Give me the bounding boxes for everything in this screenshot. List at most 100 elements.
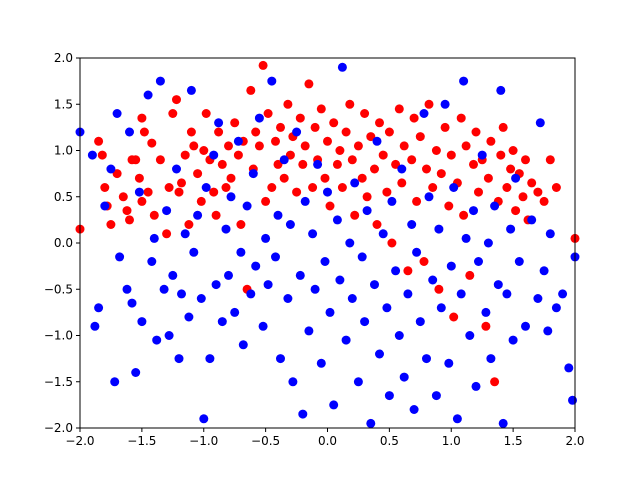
blue-point	[382, 303, 392, 313]
red-point	[506, 164, 516, 174]
blue-point	[535, 118, 545, 128]
red-point	[308, 183, 318, 192]
red-point	[224, 141, 233, 151]
blue-point	[471, 381, 481, 391]
blue-point	[551, 303, 561, 313]
blue-point	[242, 201, 252, 211]
red-point	[551, 183, 561, 192]
red-point	[378, 150, 388, 160]
red-point	[461, 141, 471, 151]
x-axis-ticks: −2.0 −1.5 −1.0 −0.5 0.0 0.5 1.0 1.5 2.0	[65, 428, 585, 448]
red-point	[131, 155, 141, 165]
points-layer	[75, 60, 580, 428]
blue-point	[205, 354, 215, 364]
blue-point	[304, 326, 314, 336]
blue-point	[172, 164, 181, 174]
blue-point	[362, 206, 372, 216]
blue-point	[360, 317, 370, 327]
red-point	[394, 104, 404, 114]
red-point	[335, 146, 345, 155]
red-point	[469, 159, 478, 169]
blue-point	[137, 317, 147, 327]
red-point	[298, 159, 308, 169]
red-point	[533, 187, 543, 197]
blue-point	[508, 335, 518, 345]
blue-point	[533, 294, 543, 303]
red-point	[539, 196, 549, 206]
blue-point	[545, 229, 555, 239]
red-point	[100, 183, 110, 192]
red-point	[211, 210, 221, 220]
red-point	[434, 284, 444, 294]
blue-point	[196, 294, 206, 303]
blue-point	[375, 349, 384, 359]
blue-point	[434, 224, 444, 234]
red-point	[251, 127, 261, 137]
x-tick-label: 0.5	[380, 434, 399, 448]
red-point	[474, 187, 483, 197]
blue-point	[248, 169, 258, 179]
red-point	[397, 178, 407, 188]
blue-point	[366, 418, 376, 428]
blue-point	[440, 99, 450, 109]
y-tick-label: 1.0	[54, 144, 73, 158]
red-point	[295, 113, 305, 123]
blue-point	[335, 275, 345, 285]
blue-point	[564, 363, 574, 373]
red-point	[375, 118, 384, 128]
blue-point	[283, 294, 293, 303]
red-point	[347, 155, 357, 165]
blue-point	[233, 136, 243, 146]
blue-point	[452, 414, 462, 424]
blue-point	[412, 247, 422, 257]
blue-point	[449, 183, 459, 192]
blue-point	[273, 210, 283, 220]
blue-point	[162, 206, 172, 216]
red-point	[498, 122, 508, 132]
blue-point	[288, 377, 298, 387]
red-point	[362, 192, 372, 202]
x-tick-label: 2.0	[565, 434, 584, 448]
blue-point	[424, 192, 434, 202]
blue-point	[110, 377, 120, 387]
red-point	[263, 109, 273, 118]
red-point	[143, 187, 153, 197]
red-point	[409, 113, 419, 123]
red-point	[118, 192, 128, 202]
blue-point	[276, 354, 285, 364]
blue-point	[226, 192, 236, 202]
red-point	[164, 183, 174, 192]
red-point	[285, 150, 295, 160]
red-point	[149, 210, 159, 220]
red-point	[353, 141, 363, 151]
red-point	[387, 238, 397, 248]
red-point	[209, 187, 219, 197]
red-point	[261, 196, 271, 206]
red-point	[292, 187, 302, 197]
red-point	[254, 141, 264, 151]
red-point	[403, 266, 413, 276]
x-tick-label: −2.0	[65, 434, 94, 448]
blue-point	[329, 400, 339, 410]
blue-point	[115, 252, 125, 262]
blue-point	[106, 164, 116, 174]
red-point	[521, 155, 530, 165]
red-point	[545, 155, 555, 165]
red-point	[162, 229, 172, 239]
blue-point	[199, 414, 209, 424]
red-point	[490, 377, 500, 387]
blue-point	[341, 335, 351, 345]
red-point	[155, 155, 165, 165]
blue-point	[251, 261, 261, 271]
blue-point	[496, 85, 506, 95]
blue-point	[391, 266, 401, 276]
red-point	[134, 173, 144, 183]
blue-point	[394, 331, 404, 340]
red-point	[300, 141, 310, 151]
blue-point	[236, 247, 246, 257]
blue-point	[459, 76, 469, 86]
blue-point	[300, 196, 310, 206]
blue-point	[230, 307, 240, 317]
blue-point	[409, 405, 419, 414]
red-point	[357, 173, 367, 183]
